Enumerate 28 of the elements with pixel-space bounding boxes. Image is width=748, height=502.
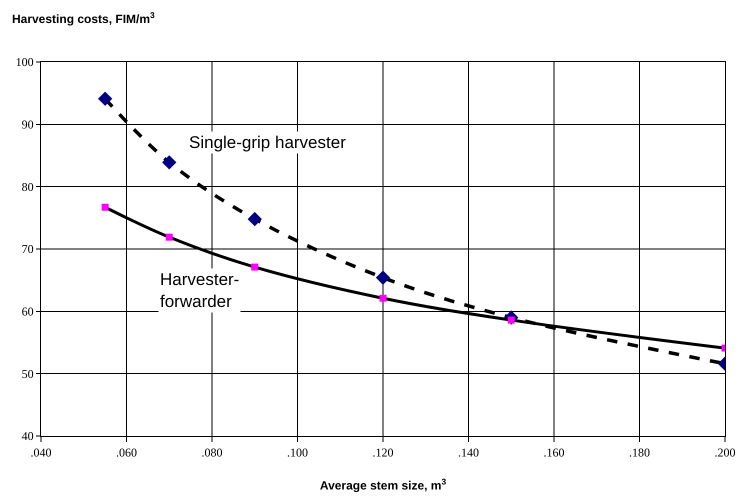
x-tick-label: .140 — [458, 445, 479, 460]
x-tick-label: .180 — [629, 445, 650, 460]
x-tick-label: .160 — [544, 445, 564, 460]
x-tick-label: .040 — [30, 445, 52, 460]
x-tick-label: .200 — [714, 445, 736, 460]
point — [102, 204, 109, 211]
y-tick-label: 90 — [22, 118, 34, 132]
x-tick-label: .080 — [202, 445, 222, 460]
y-tick-label: 40 — [22, 429, 34, 444]
x-tick-label: .060 — [116, 445, 137, 460]
y-tick-label: 60 — [22, 304, 34, 319]
x-axis-title: Average stem size, m$^{3}$ — [320, 476, 446, 492]
x-tick-label: .120 — [372, 445, 394, 460]
series-label: Harvester- forwarder — [160, 270, 240, 312]
point — [251, 264, 258, 271]
point — [248, 212, 262, 226]
series-label: Single-grip harvester — [189, 133, 346, 152]
y-tick-label: 80 — [22, 180, 34, 194]
y-tick-label: 70 — [22, 242, 34, 256]
point — [98, 92, 112, 106]
point — [376, 270, 390, 285]
x-tick-label: .100 — [287, 445, 308, 460]
point — [380, 294, 386, 302]
point — [162, 155, 176, 170]
y-axis-title: Harvesting costs, FIM/m$^{3}$ — [12, 10, 156, 26]
y-tick-label: 50 — [22, 366, 34, 381]
y-tick-label: 100 — [16, 55, 34, 70]
point — [166, 234, 173, 241]
